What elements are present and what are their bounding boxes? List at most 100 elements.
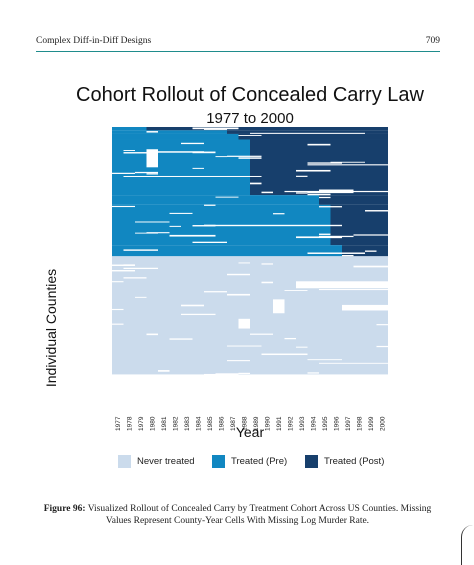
missing-cell xyxy=(273,399,285,401)
x-tick-label: 1990 xyxy=(264,416,271,431)
x-tick-label: 1979 xyxy=(138,416,145,431)
running-header: Complex Diff-in-Diff Designs 709 xyxy=(36,36,440,50)
missing-cell xyxy=(112,172,135,174)
cohort-1995-pre-cells xyxy=(112,195,319,205)
legend-item-treated-pre: Treated (Pre) xyxy=(212,452,287,470)
missing-cell xyxy=(296,236,331,239)
missing-cell xyxy=(307,193,331,196)
x-tick-label: 1993 xyxy=(299,416,306,431)
cohort-1997-pre-cells xyxy=(112,245,342,257)
missing-cell xyxy=(123,249,158,251)
x-tick-label: 1986 xyxy=(218,416,225,431)
missing-cell xyxy=(365,396,388,398)
cohort-1987-pre-cells xyxy=(112,130,227,134)
page-number: 709 xyxy=(425,36,440,46)
missing-cell xyxy=(284,337,296,340)
missing-cell xyxy=(227,402,262,404)
missing-cell xyxy=(376,345,388,348)
missing-cell xyxy=(169,225,181,227)
chart-title: Cohort Rollout of Concealed Carry Law xyxy=(76,84,425,106)
rollout-chart: Cohort Rollout of Concealed Carry Law 19… xyxy=(43,84,425,440)
missing-cell xyxy=(307,143,331,146)
missing-cell xyxy=(238,372,250,375)
page-curl-decoration xyxy=(461,525,474,565)
missing-cell xyxy=(307,191,354,194)
x-tick-label: 1994 xyxy=(310,416,317,431)
missing-cell xyxy=(261,353,308,356)
missing-cell xyxy=(250,132,365,134)
x-tick-label: 1981 xyxy=(161,416,168,431)
missing-cell xyxy=(123,267,158,269)
missing-cell xyxy=(158,370,170,372)
x-tick-label: 1984 xyxy=(195,416,202,431)
missing-cell xyxy=(192,241,227,243)
missing-cell xyxy=(146,232,170,234)
missing-cell xyxy=(112,404,124,406)
missing-cell xyxy=(319,189,354,191)
missing-cell xyxy=(296,374,319,376)
missing-cell xyxy=(204,373,216,375)
missing-cell xyxy=(330,389,354,392)
missing-cell xyxy=(135,389,158,391)
x-tick-label: 1992 xyxy=(287,416,294,431)
missing-cell xyxy=(319,362,388,364)
missing-block xyxy=(296,281,388,289)
missing-cell xyxy=(284,190,388,193)
missing-cell xyxy=(319,289,388,291)
missing-cell xyxy=(227,384,262,385)
cohort-never-treated-cells xyxy=(112,256,388,375)
legend-item-treated-post: Treated (Post) xyxy=(305,452,384,470)
missing-cell xyxy=(307,164,388,166)
missing-cell xyxy=(215,156,227,158)
x-tick-label: 1998 xyxy=(356,416,363,431)
missing-cell xyxy=(273,213,285,215)
missing-cell xyxy=(353,234,388,236)
missing-cell xyxy=(261,191,273,194)
y-axis-label: Individual Counties xyxy=(43,269,59,387)
missing-block xyxy=(146,149,158,168)
missing-cell xyxy=(123,277,147,279)
missing-cell xyxy=(261,375,273,377)
missing-cell xyxy=(192,390,227,393)
x-tick-label: 1987 xyxy=(230,416,237,431)
x-tick-label: 2000 xyxy=(379,416,386,431)
legend-item-never-treated: Never treated xyxy=(118,452,195,470)
missing-cell xyxy=(296,169,331,172)
missing-cell xyxy=(135,221,170,223)
missing-cell xyxy=(353,265,388,268)
missing-cell xyxy=(261,281,273,284)
x-tick-label: 1991 xyxy=(276,416,283,431)
figure: Cohort Rollout of Concealed Carry Law 19… xyxy=(0,60,474,480)
x-tick-label: 1982 xyxy=(172,416,179,431)
missing-cell xyxy=(146,333,158,336)
missing-cell xyxy=(307,372,319,374)
missing-cell xyxy=(227,360,250,362)
missing-cell xyxy=(238,135,262,136)
missing-cell xyxy=(112,281,124,283)
missing-value-gaps xyxy=(112,127,388,406)
missing-cell xyxy=(112,205,135,208)
missing-cell xyxy=(296,346,308,348)
missing-cell xyxy=(284,402,296,404)
legend-label-never-treated: Never treated xyxy=(137,455,195,467)
x-tick-label: 1995 xyxy=(322,416,329,431)
missing-cell xyxy=(330,395,365,397)
missing-cell xyxy=(204,224,342,227)
running-header-title: Complex Diff-in-Diff Designs xyxy=(36,36,152,46)
x-tick-label: 1977 xyxy=(115,416,122,431)
missing-cell xyxy=(215,373,239,375)
x-tick-label: 1988 xyxy=(241,416,248,431)
missing-cell xyxy=(123,152,147,154)
cohort-1989-pre-cells xyxy=(112,139,250,196)
x-tick-labels: 1977 1978 1979 1980 1981 1982 1983 1984 1985 1986… xyxy=(115,416,387,431)
missing-cell xyxy=(307,359,342,361)
cohort-1980-post-cells xyxy=(146,127,388,131)
missing-cell xyxy=(192,151,216,154)
x-tick-label: 1989 xyxy=(253,416,260,431)
missing-cell xyxy=(112,270,135,272)
figure-caption: Figure 96: Visualized Rollout of Conceal… xyxy=(40,503,435,527)
x-tick-label: 1999 xyxy=(368,416,375,431)
missing-cell xyxy=(319,196,331,199)
x-tick-label: 1980 xyxy=(149,416,156,431)
missing-cell xyxy=(330,161,365,163)
